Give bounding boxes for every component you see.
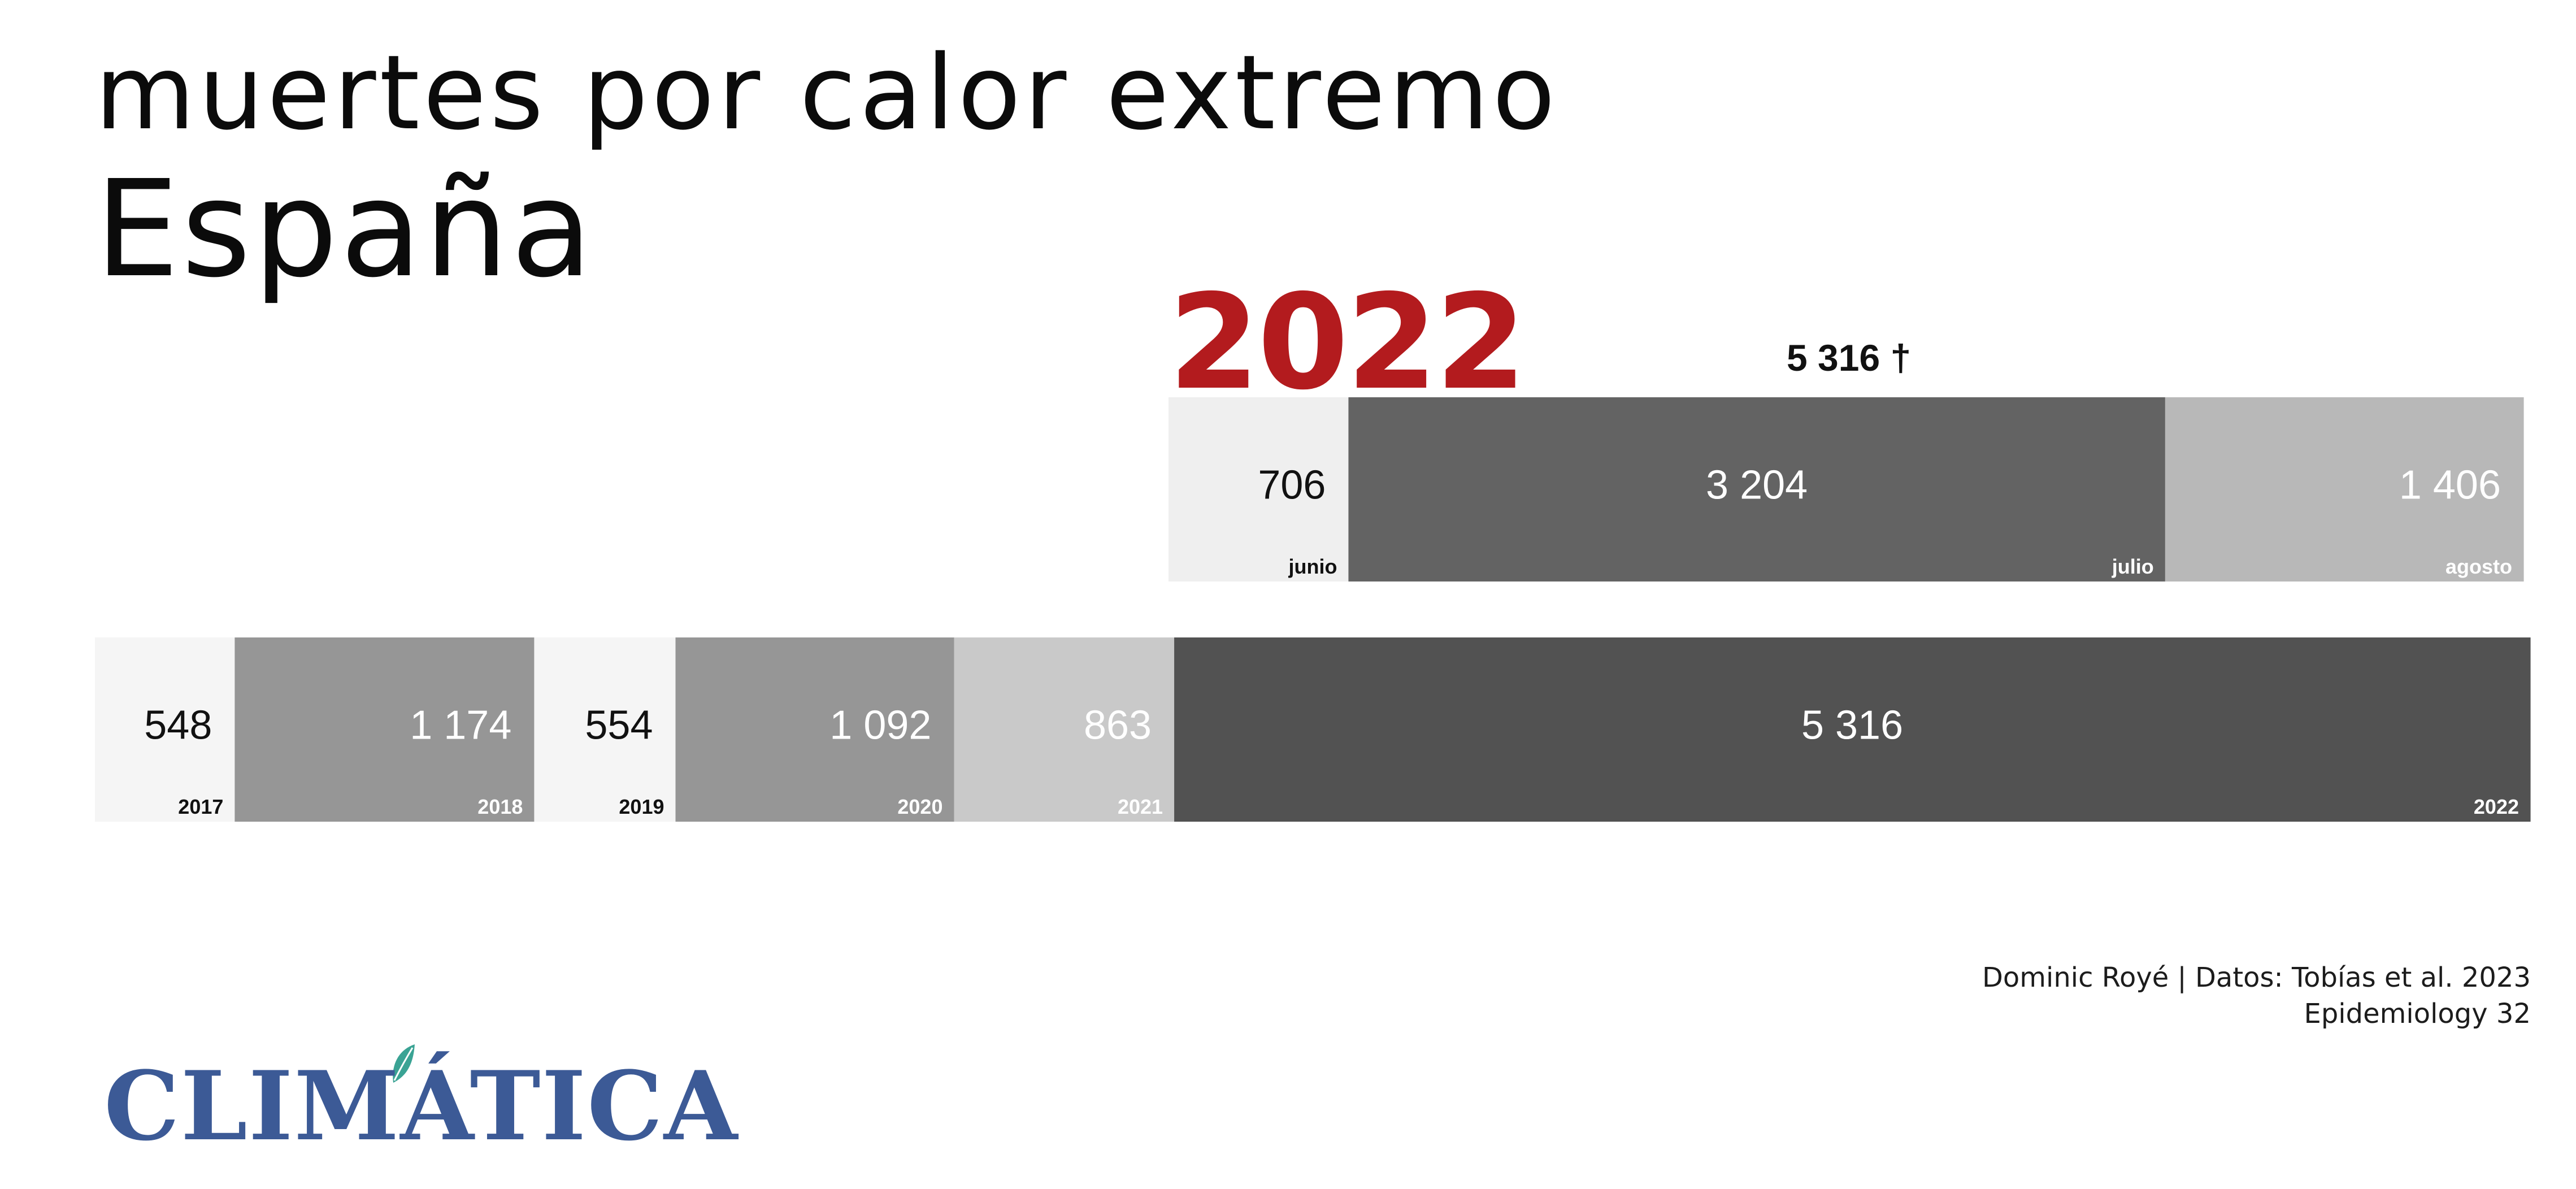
year-category-label: 2019 [619,795,664,818]
month-value-label: 706 [1258,462,1326,507]
leaf-icon [393,1044,415,1083]
year-segment-2022: 5 316 2022 [1174,637,2531,822]
year-category-label: 2022 [2474,795,2519,818]
month-segment-agosto: 1 406 agosto [2165,397,2524,582]
month-segment-junio: 706 junio [1168,397,1349,582]
month-bar-julio [1348,397,2166,582]
chart-subtitle: España [95,151,595,307]
year-segment-2020: 1 092 2020 [675,637,955,822]
year-bar-2017 [95,637,235,822]
year-value-label: 1 174 [410,702,511,748]
month-category-label: julio [2112,555,2154,578]
year-value-label: 1 092 [829,702,931,748]
source-journal: Epidemiology 32 [2304,998,2531,1030]
year-bar-2020 [675,637,955,822]
year-bar-2019 [534,637,676,822]
month-value-label: 1 406 [2399,462,2501,507]
year-segment-2021: 863 2021 [954,637,1175,822]
month-value-label: 3 204 [1706,462,1808,507]
climatica-logo: CLIMÁTICA [104,1050,739,1162]
year-bar-2022 [1174,637,2531,822]
year-value-label: 548 [144,702,212,748]
year-category-label: 2020 [897,795,942,818]
year-segment-2019: 554 2019 [534,637,676,822]
year-value-label: 5 316 [1801,702,1903,748]
year-value-label: 554 [585,702,653,748]
month-bar-junio [1168,397,1349,582]
monthly-total-label: 5 316 † [1787,337,1912,379]
year-category-label: 2017 [178,795,223,818]
year-category-label: 2018 [477,795,523,818]
year-value-label: 863 [1084,702,1152,748]
month-bar-agosto [2165,397,2524,582]
chart-title: muertes por calor extremo [95,33,1559,153]
year-bar-2021 [954,637,1175,822]
month-category-label: junio [1288,555,1337,578]
year-segment-2017: 548 2017 [95,637,235,822]
month-segment-julio: 3 204 julio [1348,397,2166,582]
month-category-label: agosto [2445,555,2512,578]
year-category-label: 2021 [1118,795,1163,818]
highlight-year-label: 2022 [1168,266,1527,419]
year-bar-2018 [234,637,535,822]
source-credit: Dominic Royé | Datos: Tobías et al. 2023 [1982,962,2531,993]
year-segment-2018: 1 174 2018 [234,637,535,822]
